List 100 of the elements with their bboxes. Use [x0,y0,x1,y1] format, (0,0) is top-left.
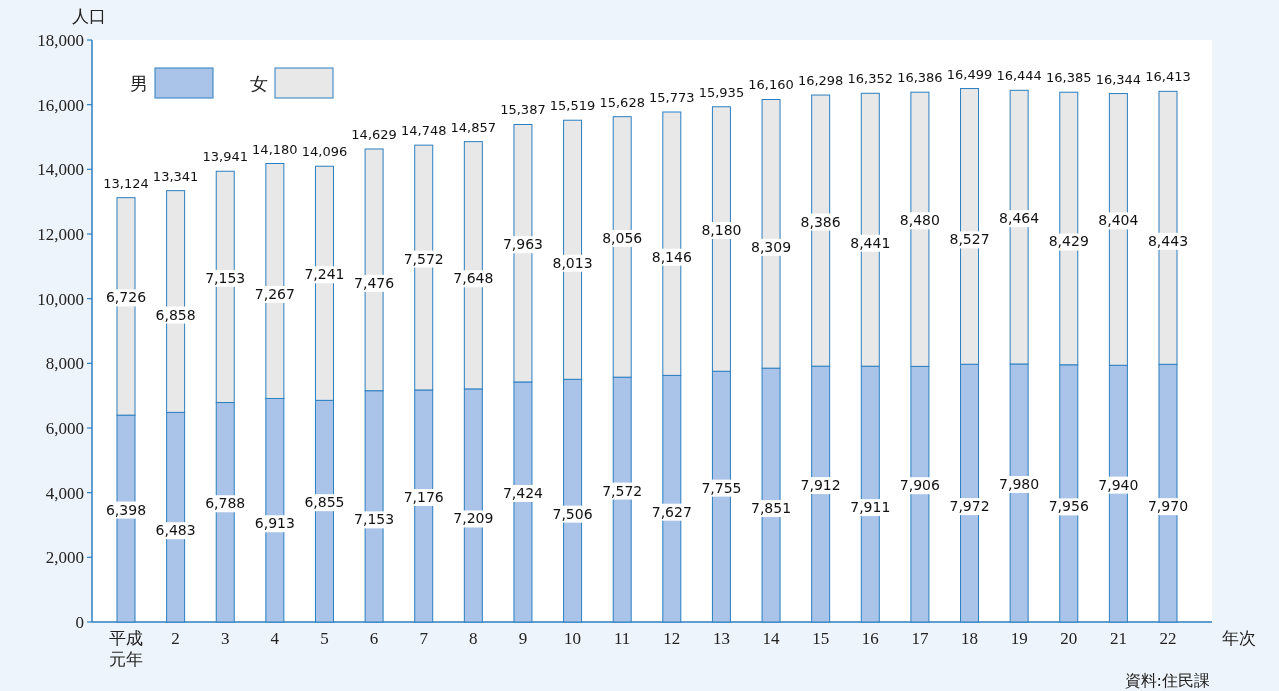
x-tick-label: 19 [1010,629,1028,648]
data-label: 8,056 [602,229,643,246]
data-label: 6,858 [155,306,196,323]
x-tick-label: 18 [961,629,979,648]
y-tick-label: 2,000 [45,548,84,568]
x-tick-label: 22 [1159,629,1177,648]
legend-label: 女 [250,73,268,94]
data-label: 8,441 [850,234,891,251]
x-tick-label: 6 [369,629,379,648]
y-tick-label: 10,000 [37,289,84,309]
y-tick-label: 8,000 [45,354,84,374]
x-tick-label: 20 [1060,629,1078,648]
total-label: 14,629 [351,127,397,142]
data-label: 7,267 [254,286,295,302]
x-tick-label: 4 [270,629,280,648]
data-label: 7,241 [304,266,345,283]
y-tick-label: 4,000 [45,483,84,503]
total-label: 15,519 [549,98,596,114]
data-label: 7,912 [800,477,841,494]
total-label: 16,385 [1046,70,1092,86]
y-tick-label: 14,000 [37,160,84,180]
x-tick-label: 16 [861,629,879,648]
data-label: 7,176 [403,488,444,505]
data-label: 7,755 [701,479,742,496]
data-label: 7,940 [1098,476,1139,493]
total-label: 14,748 [400,123,447,139]
data-label: 7,972 [949,498,990,515]
total-label: 16,413 [1145,69,1191,85]
data-label: 7,956 [1048,498,1089,515]
x-tick-label: 2 [171,629,180,648]
total-label: 15,387 [500,102,546,118]
total-label: 16,160 [748,77,794,93]
x-axis-title: 年次 [1222,628,1256,648]
data-label: 7,627 [651,503,692,520]
x-tick-label: 14 [762,629,781,648]
data-label: 7,906 [899,477,941,494]
x-tick-label: 12 [663,629,681,648]
data-label: 8,146 [651,248,692,265]
data-label: 7,424 [502,484,544,501]
data-label: 8,404 [1098,212,1139,229]
total-label: 13,941 [202,149,248,165]
total-label: 13,124 [103,175,149,191]
total-label: 15,773 [649,90,695,106]
data-label: 8,309 [751,238,792,255]
data-label: 7,209 [453,510,494,527]
y-tick-label: 16,000 [37,95,84,115]
data-label: 8,386 [800,213,841,230]
data-label: 7,572 [403,250,444,267]
y-tick-label: 0 [75,613,84,632]
data-label: 7,506 [552,505,593,522]
data-label: 8,180 [701,222,742,239]
total-label: 16,344 [1095,71,1142,87]
total-label: 15,628 [599,94,645,110]
y-tick-label: 6,000 [45,419,84,438]
data-label: 6,788 [205,495,246,512]
data-label: 7,970 [1147,498,1189,515]
data-label: 6,855 [304,494,345,511]
data-label: 8,429 [1048,233,1089,250]
total-label: 14,096 [301,144,348,160]
y-tick-label: 18,000 [37,31,84,50]
data-label: 8,464 [999,210,1040,227]
data-label: 6,483 [155,522,196,539]
data-label: 8,480 [899,212,940,229]
data-label: 6,726 [105,289,147,306]
data-label: 8,013 [552,254,593,271]
y-axis-title: 人口 [72,6,106,26]
x-tick-label: 11 [614,629,631,648]
x-tick-label: 13 [712,629,730,648]
total-label: 15,935 [698,84,745,100]
data-label: 8,527 [949,231,990,248]
data-label: 7,851 [751,500,792,517]
total-label: 16,298 [797,73,844,89]
total-label: 16,444 [996,68,1042,84]
data-label: 7,572 [602,482,643,499]
x-tick-label: 17 [911,629,929,648]
total-label: 16,499 [946,66,993,82]
total-label: 14,180 [252,141,298,157]
x-tick-label: 15 [812,629,830,648]
x-tick-label: 9 [518,629,528,648]
total-label: 13,341 [152,168,199,184]
x-tick-label: 平成元年 [109,629,143,669]
x-tick-label: 21 [1109,629,1127,648]
total-label: 14,857 [450,119,497,135]
data-label: 7,153 [354,511,395,528]
data-label: 6,398 [105,501,147,518]
x-tick-label: 10 [564,629,582,648]
data-label: 8,443 [1147,232,1189,249]
x-tick-label: 7 [419,629,429,648]
total-label: 16,386 [897,70,943,86]
x-tick-label: 3 [220,629,230,648]
data-label: 6,913 [254,515,295,532]
data-label: 7,648 [453,270,494,287]
legend-label: 男 [130,73,148,94]
text: 資料:住民課 [1124,671,1210,690]
y-tick-label: 12,000 [37,225,84,244]
x-tick-label: 5 [320,629,329,648]
data-label: 7,980 [999,475,1040,492]
data-label: 7,963 [502,236,543,253]
data-label: 7,153 [205,269,246,286]
total-label: 16,352 [847,71,894,87]
